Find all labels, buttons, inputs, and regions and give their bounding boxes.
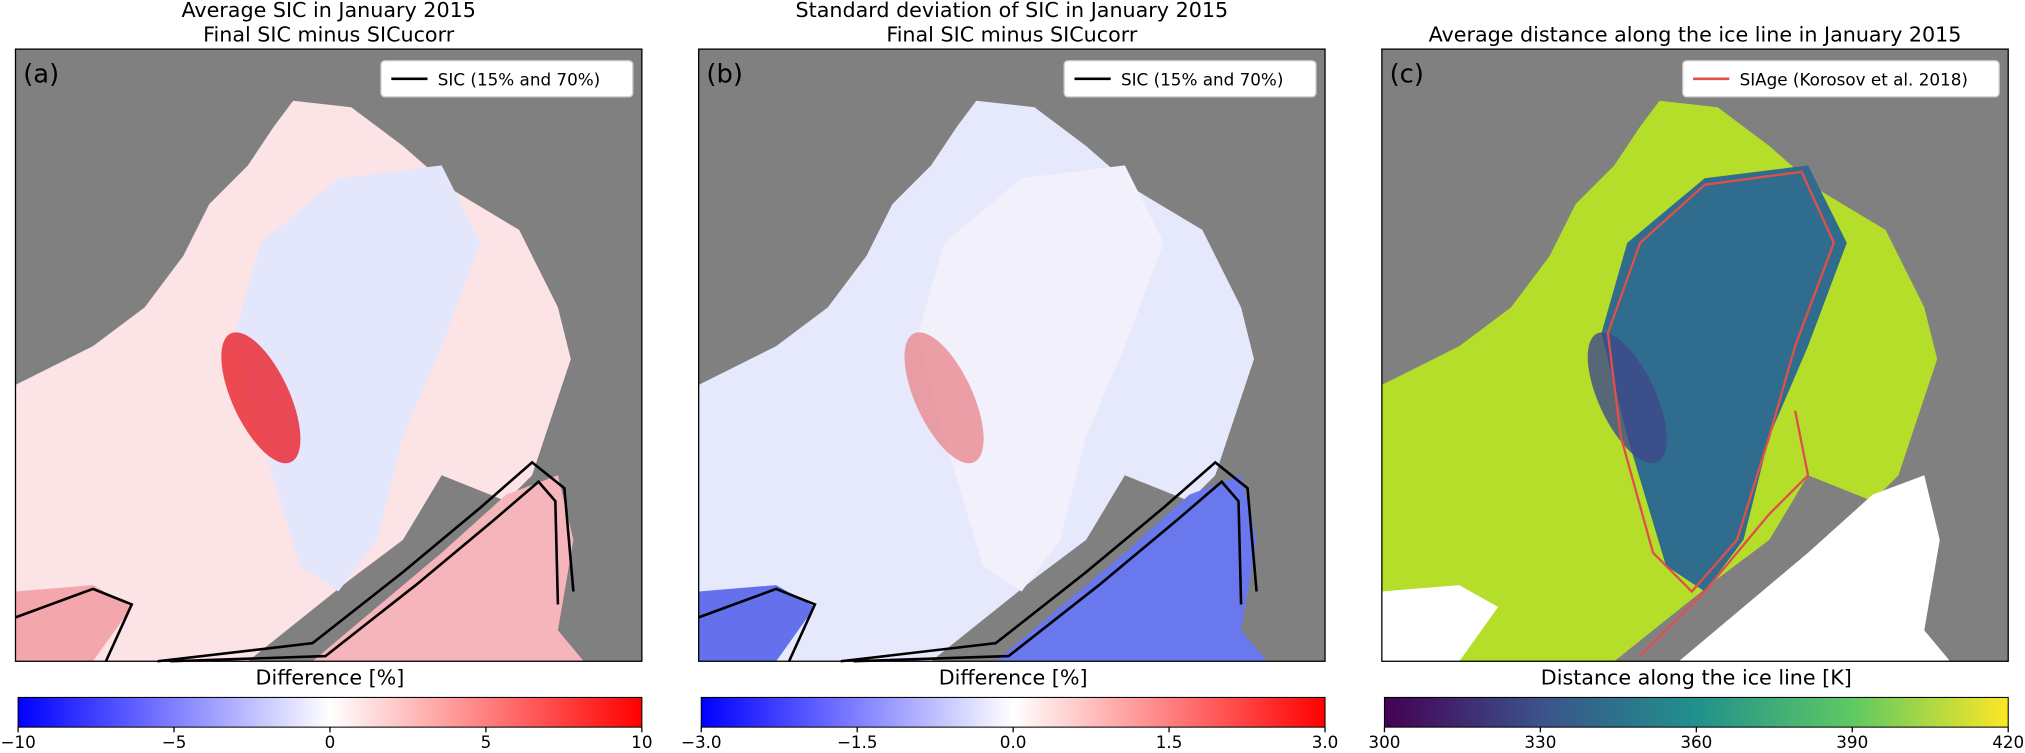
panel-label: (c) (1390, 60, 1424, 90)
map-frame (698, 48, 1326, 662)
map-region (221, 332, 301, 464)
panel-label: (b) (706, 60, 743, 90)
panel-label: (a) (23, 60, 59, 90)
contour (840, 460, 1258, 663)
panel-title: Final SIC minus SICucorr (203, 22, 455, 46)
colorbar-tick-label: 330 (1524, 732, 1556, 752)
colorbar-tick-label: 1.5 (1156, 732, 1183, 752)
panel-title: Average distance along the ice line in J… (1429, 22, 1962, 46)
colorbar-tick-label: 0 (325, 732, 336, 752)
contour (157, 460, 575, 663)
panel: (a) SIC (15% and 70%) (14, 48, 643, 663)
map-ocean (312, 475, 584, 662)
panel: (c) SIAge (Korosov et al. 2018) (1381, 48, 2009, 662)
contour (698, 587, 817, 662)
colorbar-tick-label: 300 (1368, 732, 1400, 752)
colorbar-tick-label: −10 (0, 732, 35, 752)
map-ocean (15, 585, 132, 662)
legend-text: SIC (15% and 70%) (438, 69, 600, 89)
colorbar-tick-label: −5 (162, 732, 187, 752)
legend-box (1063, 60, 1317, 98)
colorbar-tick-label: 420 (1992, 732, 2024, 752)
legend-box (380, 60, 634, 98)
panel-title: Standard deviation of SIC in January 201… (796, 0, 1229, 22)
colorbar (700, 696, 1326, 728)
map-frame (14, 48, 643, 662)
contour (853, 479, 1243, 663)
contour (170, 479, 560, 663)
legend-text: SIC (15% and 70%) (1121, 69, 1283, 89)
colorbar (17, 696, 643, 728)
map-ocean (698, 585, 815, 662)
colorbar-tick-label: 390 (1836, 732, 1868, 752)
panel-title: Average SIC in January 2015 (181, 0, 475, 22)
colorbar-tick-label: 0.0 (1000, 732, 1027, 752)
colorbar-label: Distance along the ice line [K] (1541, 666, 1852, 690)
map-frame (1381, 48, 2009, 662)
colorbar-tick-label: −3.0 (681, 732, 722, 752)
colorbar-tick-label: −1.5 (837, 732, 878, 752)
panel-title: Final SIC minus SICucorr (886, 22, 1138, 46)
map-region (904, 332, 984, 464)
colorbar-label: Difference [%] (939, 666, 1088, 690)
map-ocean (1678, 475, 1951, 662)
map-region (1601, 165, 1847, 592)
colorbar-tick-label: 5 (481, 732, 492, 752)
map-region (235, 165, 481, 592)
map-ocean (1381, 585, 1499, 662)
colorbar-label: Difference [%] (256, 666, 405, 690)
colorbar (1383, 696, 2009, 728)
panel: (b) SIC (15% and 70%) (698, 48, 1326, 663)
map-region (918, 165, 1164, 592)
colorbar-tick-label: 3.0 (1312, 732, 1339, 752)
legend-box (1682, 60, 2000, 98)
contour (15, 587, 134, 662)
legend-text: SIAge (Korosov et al. 2018) (1740, 69, 1968, 89)
ice-edge (1639, 410, 1810, 657)
colorbar-tick-label: 10 (631, 732, 652, 752)
colorbar-tick-label: 360 (1680, 732, 1712, 752)
map-region (1587, 332, 1667, 464)
map-ocean (995, 475, 1267, 662)
ice-edge (1606, 170, 1836, 594)
